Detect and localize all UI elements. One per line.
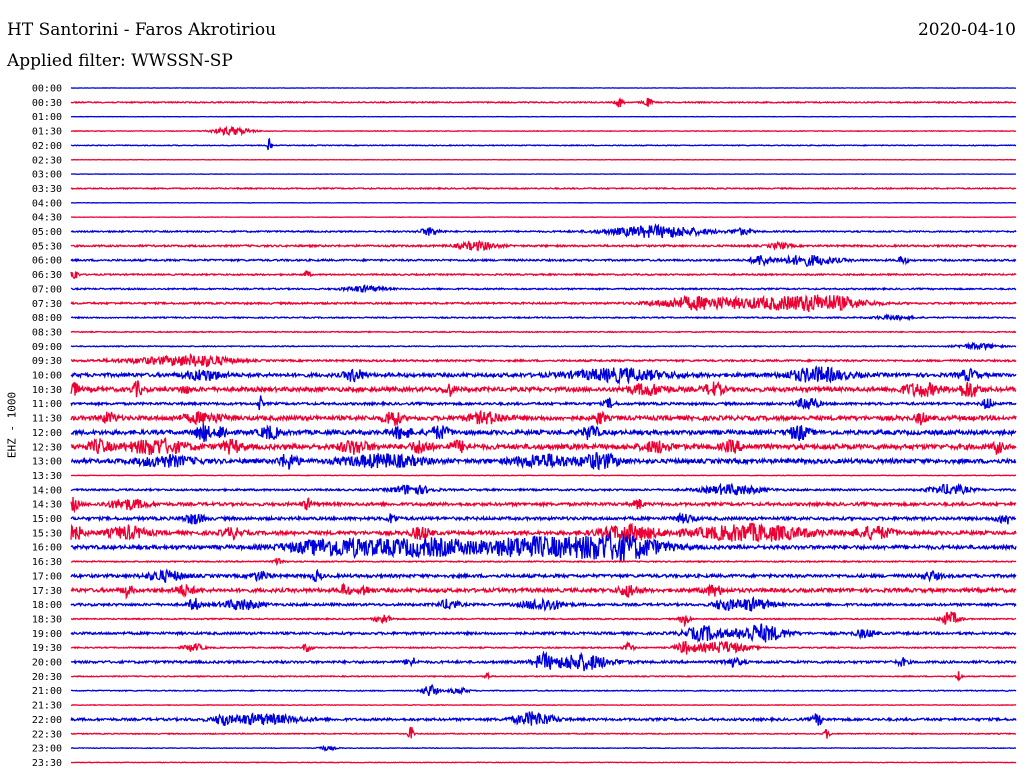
time-label: 16:30 [32,557,62,568]
trace-line [70,239,1017,252]
trace-line [70,437,1017,455]
time-label: 16:00 [32,543,62,554]
time-label: 10:00 [32,371,62,382]
trace-line [70,254,1017,268]
date-label: 2020-04-10 [917,20,1016,40]
trace-line [70,711,1017,727]
time-label: 04:00 [32,198,62,209]
time-label: 05:30 [32,241,62,252]
trace-line [70,683,1017,697]
trace-line [70,640,1017,655]
time-label: 14:30 [32,500,62,511]
trace-line [70,474,1017,477]
time-label: 13:30 [32,471,62,482]
time-label: 19:30 [32,643,62,654]
time-label: 17:30 [32,586,62,597]
trace-line [70,125,1017,137]
trace-line [70,313,1017,322]
time-label: 09:30 [32,356,62,367]
trace-line [70,380,1017,399]
time-label: 23:30 [32,758,62,769]
trace-line [70,365,1017,386]
trace-line [70,330,1017,334]
trace-line [70,582,1017,600]
trace-line [70,558,1017,567]
time-label: 01:00 [32,112,62,123]
time-label: 03:00 [32,170,62,181]
trace-line [70,341,1017,352]
time-label: 01:30 [32,127,62,138]
time-label: 00:30 [32,98,62,109]
time-label: 15:00 [32,514,62,525]
trace-line [70,482,1017,496]
time-label: 12:00 [32,428,62,439]
time-label: 07:00 [32,284,62,295]
trace-line [70,395,1017,411]
time-label: 12:30 [32,442,62,453]
time-label: 18:30 [32,614,62,625]
time-label: 21:00 [32,686,62,697]
trace-line [70,611,1017,628]
trace-line [70,423,1017,443]
time-label: 14:00 [32,485,62,496]
trace-line [70,650,1017,672]
trace-line [70,353,1017,368]
trace-line [70,530,1017,563]
time-label: 08:30 [32,327,62,338]
trace-line [70,522,1017,543]
time-label: 11:00 [32,399,62,410]
time-label: 11:30 [32,414,62,425]
time-label: 06:30 [32,270,62,281]
time-label: 23:00 [32,744,62,755]
time-label: 20:30 [32,672,62,683]
time-label: 10:30 [32,385,62,396]
trace-line [70,568,1017,584]
trace-line [70,671,1017,682]
trace-line [70,294,1017,312]
time-label: 02:30 [32,155,62,166]
time-label: 22:00 [32,715,62,726]
time-label: 21:30 [32,701,62,712]
trace-line [70,761,1017,764]
trace-line [70,97,1017,108]
trace-line [70,451,1017,471]
time-label: 19:00 [32,629,62,640]
time-label: 13:00 [32,457,62,468]
time-label: 02:00 [32,141,62,152]
time-label: 07:30 [32,299,62,310]
time-label: 03:30 [32,184,62,195]
trace-line [70,409,1017,426]
time-label: 08:00 [32,313,62,324]
trace-line [70,270,1017,279]
trace-line [70,511,1017,525]
time-label: 22:30 [32,729,62,740]
time-label: 15:30 [32,528,62,539]
trace-line [70,703,1017,707]
station-title: HT Santorini - Faros Akrotiriou [7,20,277,40]
time-label: 05:00 [32,227,62,238]
time-label: 17:00 [32,571,62,582]
trace-line [70,595,1017,612]
time-label: 18:00 [32,600,62,611]
trace-line [70,223,1017,239]
time-label: 04:30 [32,213,62,224]
trace-line [70,726,1017,739]
trace-line [70,137,1017,151]
trace-line [70,284,1017,294]
time-label: 09:00 [32,342,62,353]
trace-line [70,623,1017,644]
trace-line [70,496,1017,514]
trace-line [70,186,1017,191]
trace-line [70,744,1017,752]
filter-label: Applied filter: WWSSN-SP [7,51,233,71]
time-label: 06:00 [32,256,62,267]
time-label: 20:00 [32,658,62,669]
time-label: 00:00 [32,84,62,95]
